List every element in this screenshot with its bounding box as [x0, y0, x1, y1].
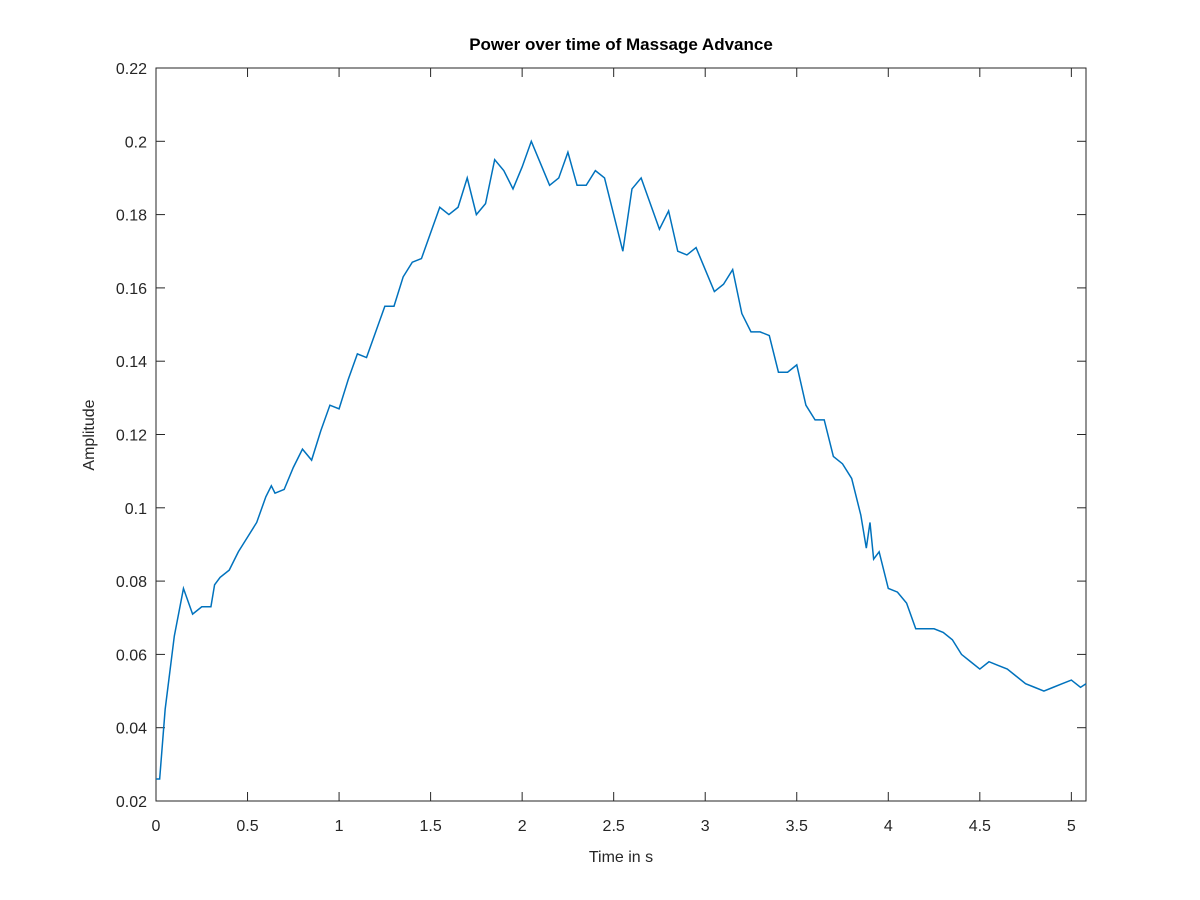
- y-axis-label: Amplitude: [81, 399, 98, 470]
- x-axis-label: Time in s: [589, 849, 653, 866]
- y-tick-label: 0.16: [116, 281, 147, 298]
- y-tick-label: 0.04: [116, 721, 147, 738]
- chart-title: Power over time of Massage Advance: [469, 35, 773, 54]
- y-tick-label: 0.22: [116, 61, 147, 78]
- y-tick-label: 0.06: [116, 647, 147, 664]
- y-tick-label: 0.08: [116, 574, 147, 591]
- plot-frame: [155, 67, 1087, 802]
- x-tick-label: 4.5: [969, 818, 991, 835]
- y-tick-label: 0.14: [116, 354, 147, 371]
- x-tick-label: 0.5: [236, 818, 258, 835]
- data-line: [156, 139, 1087, 780]
- y-tick-label: 0.1: [125, 501, 147, 518]
- x-tick-label: 4: [884, 818, 893, 835]
- y-tick-label: 0.2: [125, 134, 147, 151]
- x-tick-label: 5: [1067, 818, 1076, 835]
- x-tick-label: 0: [152, 818, 161, 835]
- x-tick-label: 2: [518, 818, 527, 835]
- x-tick-label: 3.5: [786, 818, 808, 835]
- x-tick-label: 2.5: [603, 818, 625, 835]
- y-tick-label: 0.12: [116, 428, 147, 445]
- y-tick-label: 0.02: [116, 794, 147, 811]
- x-tick-label: 1: [335, 818, 344, 835]
- x-tick-label: 1.5: [419, 818, 441, 835]
- x-tick-label: 3: [701, 818, 710, 835]
- y-tick-label: 0.18: [116, 208, 147, 225]
